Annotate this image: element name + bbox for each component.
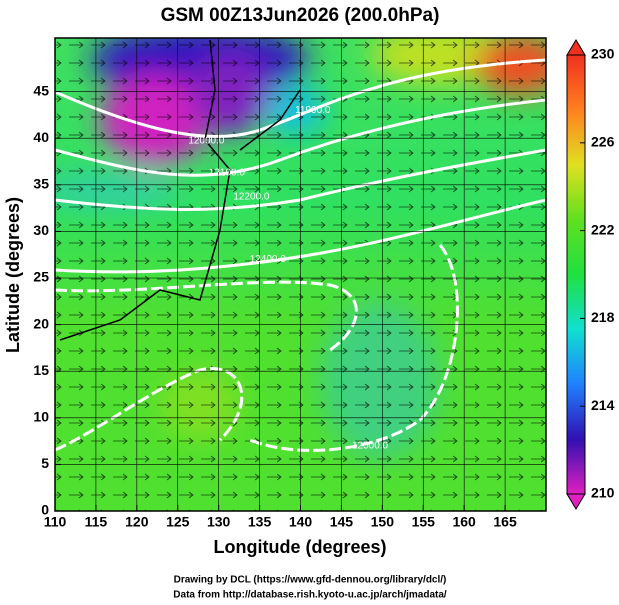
x-tick-label: 140 xyxy=(289,514,313,530)
field: 11900.0 12000.0 12100.0 12200.0 12400.0 12500… xyxy=(55,38,546,511)
x-tick-label: 115 xyxy=(85,514,108,530)
colorbar-tick-label: 210 xyxy=(591,485,615,501)
y-tick-label: 15 xyxy=(33,362,49,378)
x-tick-label: 165 xyxy=(493,514,517,530)
contour-label: 12000.0 xyxy=(188,136,225,147)
y-tick-label: 30 xyxy=(33,222,49,238)
y-tick-label: 0 xyxy=(41,502,49,518)
y-tick-label: 10 xyxy=(33,409,49,425)
footer: Data from http://database.rish.kyoto-u.a… xyxy=(173,590,447,601)
x-tick-label: 160 xyxy=(452,514,476,530)
x-tick-label: 135 xyxy=(248,514,272,530)
contour-label: 12400.0 xyxy=(250,254,287,265)
contour-label: 12100.0 xyxy=(209,167,246,178)
x-tick-label: 110 xyxy=(44,514,67,530)
x-tick-label: 120 xyxy=(125,514,149,530)
colorbar-tick-label: 214 xyxy=(591,397,615,413)
x-tick-label: 145 xyxy=(330,514,354,530)
x-tick-label: 130 xyxy=(207,514,231,530)
chart-title: GSM 00Z13Jun2026 (200.0hPa) xyxy=(161,5,440,26)
colorbar-tick-label: 222 xyxy=(591,221,615,237)
contour-label: 11900.0 xyxy=(295,105,331,116)
footer: Drawing by DCL (https://www.gfd-dennou.o… xyxy=(174,575,447,586)
y-tick-label: 35 xyxy=(33,175,49,191)
x-axis-label: Longitude (degrees) xyxy=(213,537,386,557)
y-tick-label: 45 xyxy=(33,82,49,98)
colorbar-tick-label: 226 xyxy=(591,134,615,150)
x-tick-label: 125 xyxy=(166,514,190,530)
colorbar-tick-label: 230 xyxy=(591,46,615,62)
contour-label: 12500.0 xyxy=(352,440,389,451)
y-tick-label: 40 xyxy=(33,129,49,145)
colorbar xyxy=(566,54,586,495)
y-tick-label: 25 xyxy=(33,269,49,285)
y-tick-label: 20 xyxy=(33,315,49,331)
colorbar-bottom xyxy=(566,493,586,510)
y-tick-label: 5 xyxy=(41,455,49,471)
colorbar-tick-label: 218 xyxy=(591,309,615,325)
colorbar-top xyxy=(566,39,586,56)
x-tick-label: 155 xyxy=(412,514,436,530)
contour-label: 12200.0 xyxy=(233,192,270,203)
x-tick-label: 150 xyxy=(371,514,395,530)
y-axis-label: Latitude (degrees) xyxy=(3,197,23,353)
